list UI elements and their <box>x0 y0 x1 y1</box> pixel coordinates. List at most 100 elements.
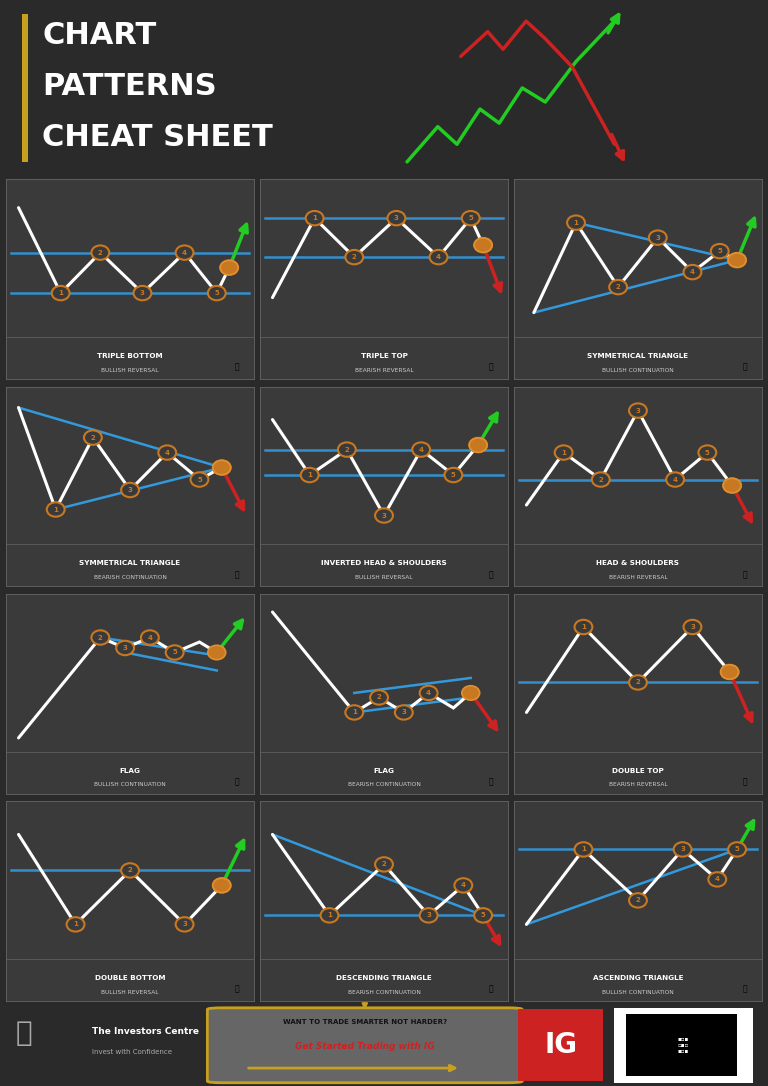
Text: 6: 6 <box>481 242 485 248</box>
Bar <box>626 1014 737 1076</box>
Circle shape <box>213 460 230 475</box>
Circle shape <box>462 211 480 226</box>
Circle shape <box>412 442 430 457</box>
Text: 2: 2 <box>127 868 132 873</box>
Circle shape <box>629 675 647 690</box>
Text: 4: 4 <box>182 250 187 255</box>
Text: 2: 2 <box>91 434 95 441</box>
Text: 4: 4 <box>426 690 431 696</box>
Text: WANT TO TRADE SMARTER NOT HARDER?: WANT TO TRADE SMARTER NOT HARDER? <box>283 1019 447 1025</box>
Circle shape <box>375 857 393 872</box>
Circle shape <box>338 442 356 457</box>
Text: CHART: CHART <box>42 21 157 50</box>
Text: BULLISH CONTINUATION: BULLISH CONTINUATION <box>94 782 166 787</box>
Circle shape <box>208 286 226 301</box>
Text: 3: 3 <box>635 407 641 414</box>
Text: 6: 6 <box>476 442 481 449</box>
Circle shape <box>728 843 746 857</box>
Circle shape <box>474 238 492 252</box>
Text: 4: 4 <box>419 446 424 453</box>
Circle shape <box>306 211 323 226</box>
Circle shape <box>649 230 667 244</box>
Circle shape <box>469 438 487 452</box>
Circle shape <box>213 879 230 893</box>
Text: 1: 1 <box>327 912 332 919</box>
Text: 5: 5 <box>705 450 710 455</box>
Circle shape <box>445 468 462 482</box>
Bar <box>518 1010 603 1082</box>
Text: 1: 1 <box>58 290 63 296</box>
Circle shape <box>176 245 194 260</box>
Text: BULLISH CONTINUATION: BULLISH CONTINUATION <box>602 367 674 372</box>
Text: 1: 1 <box>352 709 356 716</box>
Text: 5: 5 <box>468 215 473 222</box>
Text: 5: 5 <box>197 477 202 482</box>
Circle shape <box>121 863 139 877</box>
Text: BEARISH REVERSAL: BEARISH REVERSAL <box>608 782 667 787</box>
Circle shape <box>208 645 226 659</box>
Text: 2: 2 <box>598 477 603 482</box>
Circle shape <box>220 261 238 275</box>
Text: 🦌: 🦌 <box>488 985 493 994</box>
Text: IG: IG <box>545 1032 577 1059</box>
Text: PATTERNS: PATTERNS <box>42 72 217 101</box>
Text: TRIPLE TOP: TRIPLE TOP <box>360 353 408 359</box>
Circle shape <box>609 280 627 294</box>
Text: 3: 3 <box>402 709 406 716</box>
Circle shape <box>567 215 585 230</box>
Text: 4: 4 <box>690 269 695 275</box>
Text: 5: 5 <box>214 290 219 296</box>
Text: 🦌: 🦌 <box>742 778 746 786</box>
Text: 2: 2 <box>98 634 103 641</box>
Text: ▪▫▪
▫▪▫
▪▫▪: ▪▫▪ ▫▪▫ ▪▫▪ <box>678 1037 689 1053</box>
Circle shape <box>728 253 746 267</box>
Text: BEARISH REVERSAL: BEARISH REVERSAL <box>608 574 667 580</box>
Text: 3: 3 <box>127 487 133 493</box>
Text: BULLISH REVERSAL: BULLISH REVERSAL <box>356 574 412 580</box>
Circle shape <box>429 250 448 264</box>
Text: 4: 4 <box>715 876 720 883</box>
Text: 5: 5 <box>481 912 485 919</box>
Text: BULLISH CONTINUATION: BULLISH CONTINUATION <box>602 989 674 995</box>
Text: 3: 3 <box>123 645 127 651</box>
Circle shape <box>375 508 393 522</box>
Text: 3: 3 <box>382 513 386 518</box>
Circle shape <box>455 879 472 893</box>
Text: 3: 3 <box>690 624 695 630</box>
Circle shape <box>419 908 438 923</box>
Text: 1: 1 <box>581 846 586 853</box>
Text: BULLISH REVERSAL: BULLISH REVERSAL <box>101 367 159 372</box>
Circle shape <box>158 445 176 459</box>
Text: BEARISH REVERSAL: BEARISH REVERSAL <box>355 367 413 372</box>
Circle shape <box>474 238 492 252</box>
Text: 🦌: 🦌 <box>742 570 746 579</box>
Text: 🦌: 🦌 <box>488 778 493 786</box>
Text: CHEAT SHEET: CHEAT SHEET <box>42 123 273 152</box>
Text: 2: 2 <box>376 694 382 700</box>
Circle shape <box>720 665 739 679</box>
Circle shape <box>574 620 592 634</box>
Circle shape <box>116 641 134 655</box>
Circle shape <box>629 893 647 908</box>
Circle shape <box>67 918 84 932</box>
Circle shape <box>176 918 194 932</box>
Circle shape <box>320 908 339 923</box>
Circle shape <box>723 478 741 493</box>
Circle shape <box>711 244 729 258</box>
Text: 3: 3 <box>394 215 399 222</box>
Text: 🐂: 🐂 <box>15 1019 32 1047</box>
Text: BULLISH REVERSAL: BULLISH REVERSAL <box>101 989 159 995</box>
Circle shape <box>684 620 701 634</box>
Circle shape <box>666 472 684 487</box>
Text: DOUBLE BOTTOM: DOUBLE BOTTOM <box>94 975 165 982</box>
Circle shape <box>213 879 230 893</box>
Circle shape <box>469 438 487 452</box>
Text: DESCENDING TRIANGLE: DESCENDING TRIANGLE <box>336 975 432 982</box>
Text: 2: 2 <box>616 285 621 290</box>
Circle shape <box>574 843 592 857</box>
Text: 5: 5 <box>451 472 455 478</box>
Bar <box>614 1008 753 1083</box>
Circle shape <box>728 253 746 267</box>
Text: 1: 1 <box>574 219 578 226</box>
Circle shape <box>121 483 139 497</box>
